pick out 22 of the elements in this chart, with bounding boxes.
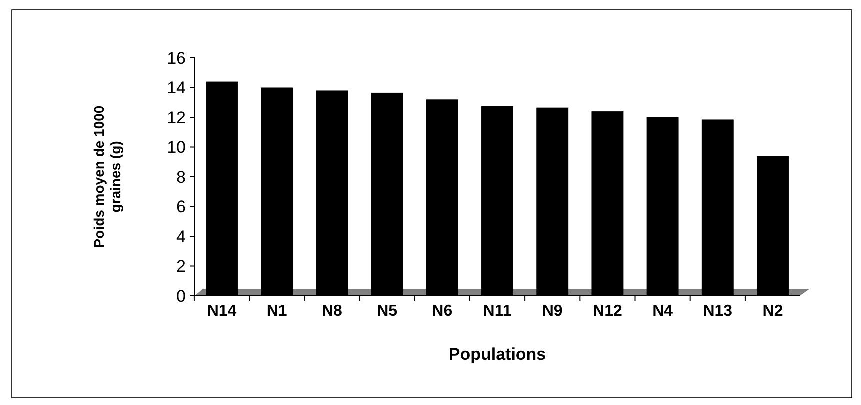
y-tick-label: 0 — [176, 286, 186, 306]
y-tick-label: 14 — [167, 78, 186, 98]
y-tick-label: 6 — [176, 198, 186, 217]
x-tick-label: N9 — [542, 303, 563, 320]
y-tick-label: 16 — [167, 48, 186, 68]
y-tick-label: 2 — [176, 257, 186, 276]
x-axis-title: Populations — [448, 345, 546, 364]
x-tick-label: N1 — [266, 303, 288, 320]
x-tick-label: N13 — [703, 303, 733, 320]
x-tick-label: N8 — [322, 303, 343, 320]
x-tick-label: N5 — [377, 303, 398, 320]
y-tick-label: 8 — [176, 168, 186, 187]
x-tick-label: N6 — [432, 303, 453, 320]
y-tick-label: 10 — [167, 138, 186, 158]
x-tick-label: N2 — [762, 303, 784, 320]
x-tick-label: N12 — [593, 303, 622, 320]
x-tick-label: N11 — [483, 303, 512, 320]
x-tick-label: N14 — [207, 303, 237, 320]
y-tick-label: 4 — [176, 227, 186, 246]
y-axis-title: Poids moyen de 1000 graines (g) — [90, 106, 124, 248]
x-tick-label: N4 — [652, 303, 674, 320]
y-tick-label: 12 — [167, 108, 186, 128]
